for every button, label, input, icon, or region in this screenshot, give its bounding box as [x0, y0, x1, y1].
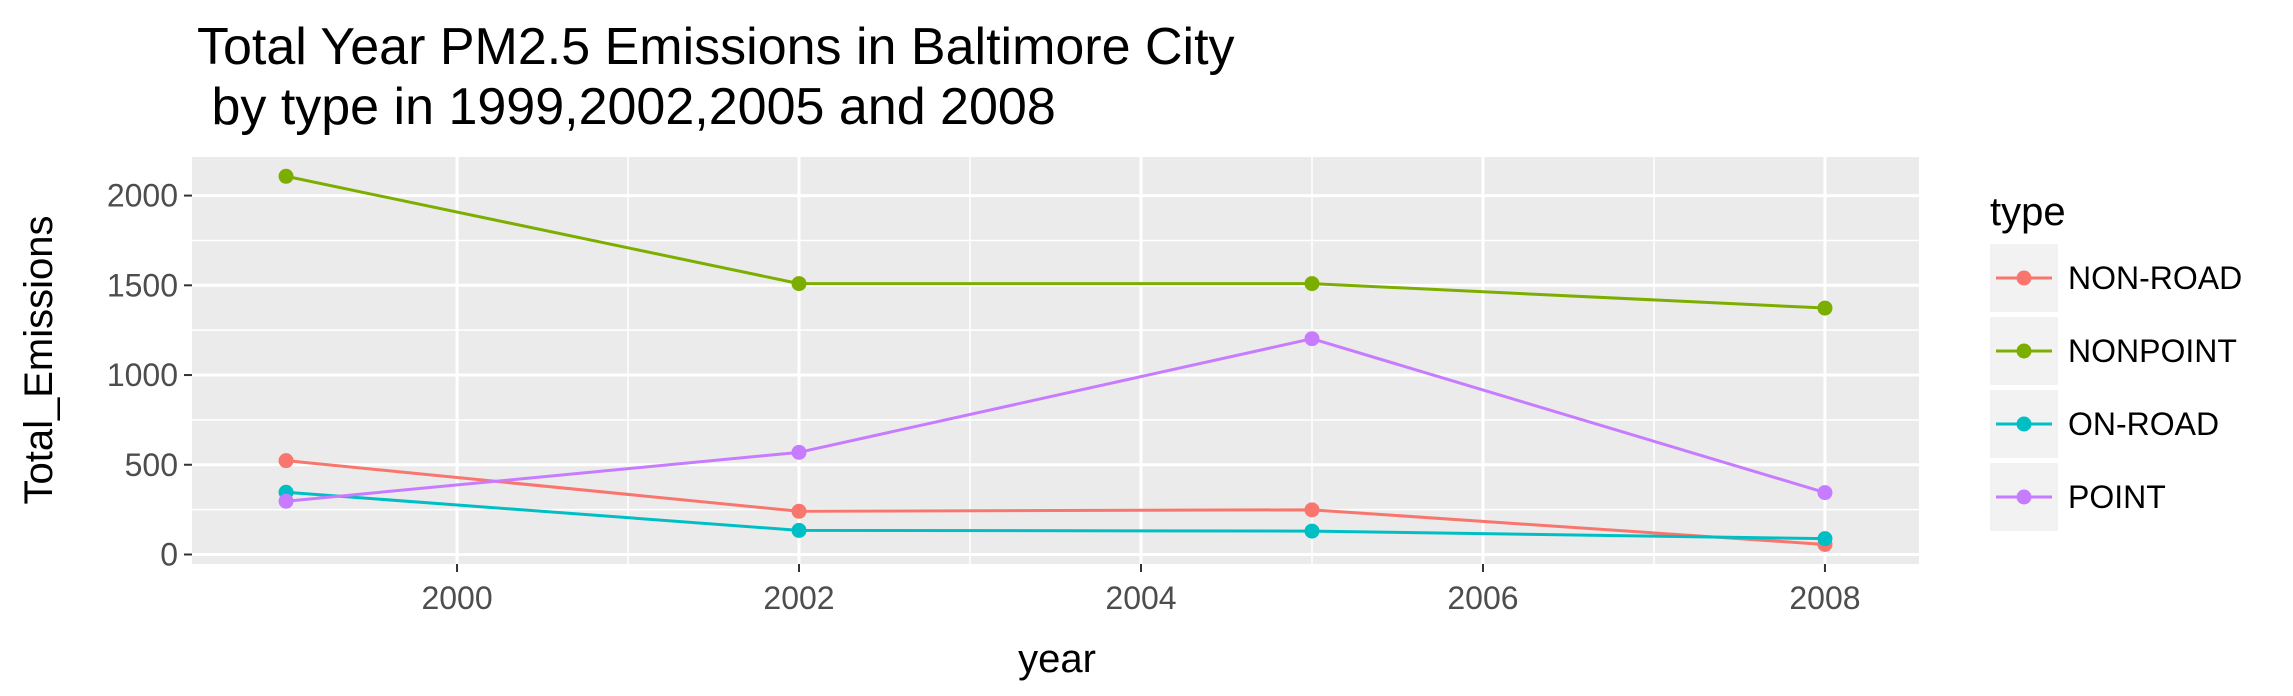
- chart-title-line-1: Total Year PM2.5 Emissions in Baltimore …: [197, 18, 1235, 76]
- data-point-non-road: [278, 453, 294, 469]
- data-point-nonpoint: [1304, 276, 1320, 292]
- legend-point-non-road: [2016, 270, 2032, 286]
- y-tick-label: 0: [160, 536, 178, 572]
- data-point-nonpoint: [1817, 300, 1833, 316]
- legend-point-point: [2016, 489, 2032, 505]
- series-line-non-road: [285, 459, 1826, 546]
- legend-label-on-road: ON-ROAD: [2068, 406, 2219, 442]
- major-gridlines: [192, 157, 1919, 564]
- data-point-non-road: [791, 503, 807, 519]
- legend-label-point: POINT: [2068, 479, 2166, 515]
- legend-point-nonpoint: [2016, 343, 2032, 359]
- legend-title: type: [1990, 190, 2066, 234]
- series-lines: [285, 174, 1826, 546]
- series-line-nonpoint: [285, 174, 1826, 310]
- legend-label-non-road: NON-ROAD: [2068, 260, 2242, 296]
- x-tick-label: 2008: [1789, 580, 1860, 616]
- chart-title-line-2: by type in 1999,2002,2005 and 2008: [197, 78, 1056, 136]
- data-point-point: [1817, 485, 1833, 501]
- x-tick-label: 2006: [1447, 580, 1518, 616]
- minor-gridlines: [192, 157, 1919, 564]
- x-axis: 2000 2002 2004 2006 2008: [421, 564, 1861, 616]
- x-tick-label: 2000: [421, 580, 492, 616]
- series-points: [278, 168, 1833, 552]
- data-point-nonpoint: [791, 276, 807, 292]
- x-tick-label: 2004: [1105, 580, 1176, 616]
- legend: NON-ROAD NONPOINT ON-ROAD POINT: [1990, 244, 2242, 531]
- data-point-point: [1304, 331, 1320, 347]
- x-tick-label: 2002: [763, 580, 834, 616]
- y-axis: 0 500 1000 1500 2000: [107, 178, 192, 572]
- series-line-point: [285, 337, 1826, 503]
- data-point-point: [791, 444, 807, 460]
- data-point-on-road: [1304, 523, 1320, 539]
- data-point-on-road: [1817, 531, 1833, 547]
- data-point-point: [278, 493, 294, 509]
- y-tick-label: 1000: [107, 357, 178, 393]
- legend-label-nonpoint: NONPOINT: [2068, 333, 2237, 369]
- y-tick-label: 500: [125, 447, 178, 483]
- data-point-non-road: [1304, 502, 1320, 518]
- plot-panel: [192, 157, 1919, 564]
- data-point-on-road: [791, 522, 807, 538]
- legend-point-on-road: [2016, 416, 2032, 432]
- y-axis-title: Total_Emissions: [17, 215, 61, 504]
- y-tick-label: 1500: [107, 267, 178, 303]
- y-tick-label: 2000: [107, 178, 178, 214]
- series-line-on-road: [285, 490, 1825, 541]
- x-axis-title: year: [1018, 637, 1096, 681]
- data-point-nonpoint: [278, 168, 294, 184]
